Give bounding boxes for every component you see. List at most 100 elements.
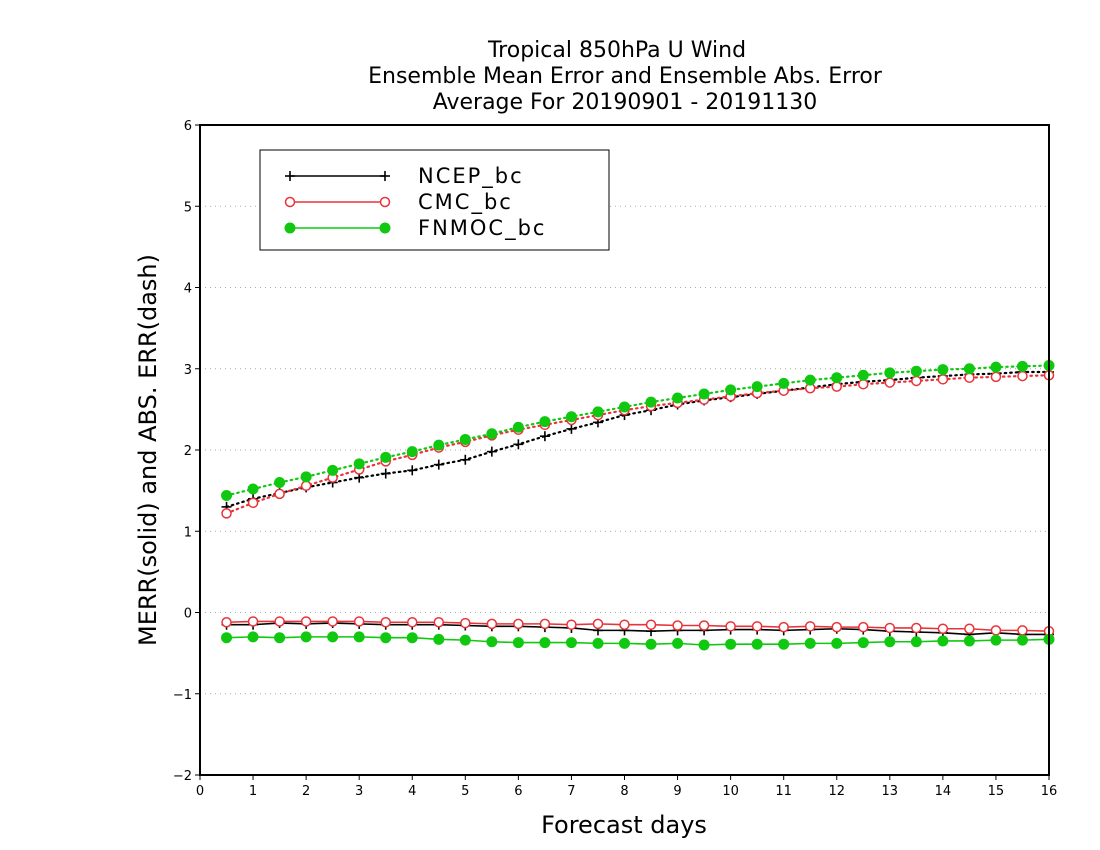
point-merr-fnmoc-bc <box>778 638 790 650</box>
point-merr-cmc-bc <box>513 618 524 630</box>
x-tick-label: 6 <box>514 784 522 799</box>
point-abs-err-ncep-bc <box>486 446 497 457</box>
point-abs-err-fnmoc-bc <box>486 428 498 440</box>
point-abs-err-cmc-bc <box>247 497 259 509</box>
point-merr-fnmoc-bc <box>380 632 392 644</box>
y-tick-label: −1 <box>173 688 192 703</box>
point-merr-cmc-bc <box>858 621 869 633</box>
point-abs-err-fnmoc-bc <box>274 477 286 488</box>
y-tick-label: 1 <box>184 525 192 540</box>
x-tick-label: 7 <box>567 784 575 799</box>
point-abs-err-fnmoc-bc <box>751 381 763 393</box>
point-abs-err-fnmoc-bc <box>619 401 630 413</box>
point-merr-fnmoc-bc <box>274 632 286 644</box>
point-abs-err-cmc-bc <box>1017 370 1028 382</box>
point-merr-fnmoc-bc <box>857 637 869 649</box>
legend-marker-end-fnmoc-bc <box>379 222 391 234</box>
point-merr-fnmoc-bc <box>1016 634 1028 646</box>
point-abs-err-fnmoc-bc <box>725 384 737 396</box>
point-merr-fnmoc-bc <box>565 637 577 649</box>
series-merr-line-fnmoc-bc <box>226 636 1050 646</box>
point-abs-err-cmc-bc <box>221 508 232 519</box>
point-merr-cmc-bc <box>300 616 312 627</box>
point-abs-err-ncep-bc <box>460 454 471 465</box>
point-abs-err-fnmoc-bc <box>300 471 312 483</box>
point-abs-err-fnmoc-bc <box>910 365 922 377</box>
x-tick-label: 9 <box>673 784 681 799</box>
point-abs-err-ncep-bc <box>566 423 577 434</box>
point-merr-fnmoc-bc <box>990 634 1002 646</box>
point-merr-cmc-bc <box>619 619 630 630</box>
point-merr-cmc-bc <box>804 621 816 632</box>
point-merr-fnmoc-bc <box>937 635 949 647</box>
point-abs-err-cmc-bc <box>858 378 869 390</box>
point-abs-err-cmc-bc <box>990 371 1002 383</box>
y-tick-label: 5 <box>184 200 192 215</box>
x-tick-label: 14 <box>935 784 952 799</box>
point-abs-err-ncep-bc <box>513 439 524 450</box>
x-tick-label: 4 <box>408 784 416 799</box>
point-abs-err-fnmoc-bc <box>990 361 1002 373</box>
plot-series <box>221 360 1055 651</box>
point-merr-cmc-bc <box>725 621 736 632</box>
point-abs-err-fnmoc-bc <box>247 483 259 495</box>
point-merr-fnmoc-bc <box>459 634 471 646</box>
legend-label-ncep-bc: NCEP_bc <box>418 164 524 189</box>
point-abs-err-fnmoc-bc <box>433 439 445 451</box>
point-merr-cmc-bc <box>778 621 789 633</box>
point-merr-cmc-bc <box>274 616 285 627</box>
point-merr-cmc-bc <box>327 616 338 627</box>
point-merr-fnmoc-bc <box>910 636 922 648</box>
y-tick-label: 2 <box>184 444 192 459</box>
point-abs-err-fnmoc-bc <box>698 388 710 400</box>
point-merr-fnmoc-bc <box>486 636 498 648</box>
point-merr-fnmoc-bc <box>619 637 630 649</box>
point-abs-err-fnmoc-bc <box>221 490 233 501</box>
point-merr-cmc-bc <box>964 623 975 634</box>
legend-label-cmc-bc: CMC_bc <box>418 190 513 215</box>
point-abs-err-cmc-bc <box>274 488 285 500</box>
point-merr-cmc-bc <box>566 619 577 630</box>
x-tick-label: 3 <box>355 784 363 799</box>
legend-marker-end-cmc-bc <box>379 196 391 208</box>
point-merr-cmc-bc <box>433 617 445 628</box>
x-tick-label: 10 <box>722 784 739 799</box>
legend-box <box>259 149 610 251</box>
point-merr-fnmoc-bc <box>300 631 312 643</box>
chart-title-line-1: Tropical 850hPa U Wind <box>487 38 746 63</box>
chart-title-line-2: Ensemble Mean Error and Ensemble Abs. Er… <box>368 64 883 89</box>
point-merr-fnmoc-bc <box>539 637 551 649</box>
point-merr-cmc-bc <box>353 616 365 627</box>
y-axis-label: MERR(solid) and ABS. ERR(dash) <box>134 254 162 646</box>
point-merr-fnmoc-bc <box>963 635 975 647</box>
point-merr-cmc-bc <box>380 617 391 628</box>
point-merr-fnmoc-bc <box>804 637 816 649</box>
point-merr-fnmoc-bc <box>247 631 259 643</box>
point-abs-err-cmc-bc <box>884 377 896 388</box>
x-axis-label: Forecast days <box>541 811 707 839</box>
point-abs-err-fnmoc-bc <box>963 363 975 375</box>
point-abs-err-ncep-bc <box>433 459 444 470</box>
point-abs-err-fnmoc-bc <box>672 392 684 404</box>
point-merr-fnmoc-bc <box>592 637 604 649</box>
point-merr-cmc-bc <box>1017 625 1028 636</box>
point-merr-cmc-bc <box>539 618 551 630</box>
chart-title-line-3: Average For 20190901 - 20191130 <box>433 90 818 115</box>
x-tick-label: 2 <box>302 784 310 799</box>
x-tick-label: 12 <box>828 784 845 799</box>
point-abs-err-fnmoc-bc <box>778 377 790 389</box>
point-abs-err-fnmoc-bc <box>804 374 816 386</box>
point-abs-err-fnmoc-bc <box>565 411 577 423</box>
point-merr-fnmoc-bc <box>831 637 843 649</box>
point-merr-fnmoc-bc <box>645 638 657 650</box>
x-tick-label: 15 <box>988 784 1005 799</box>
point-merr-fnmoc-bc <box>221 632 233 644</box>
point-abs-err-cmc-bc <box>831 381 842 392</box>
point-abs-err-cmc-bc <box>964 372 975 383</box>
legend-marker-start-ncep-bc <box>285 171 295 181</box>
point-merr-cmc-bc <box>884 622 896 634</box>
point-merr-cmc-bc <box>698 620 710 631</box>
point-merr-cmc-bc <box>751 621 763 632</box>
